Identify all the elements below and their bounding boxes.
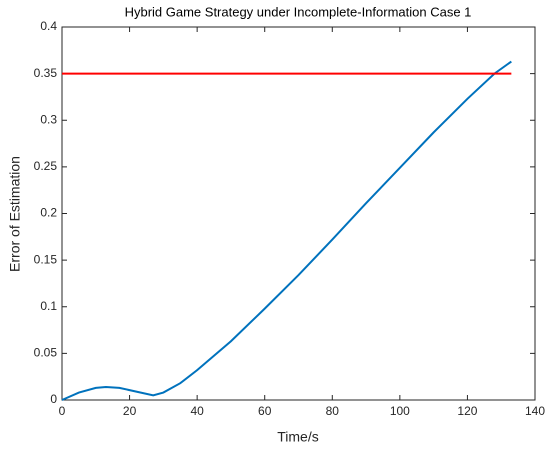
x-tick-label: 20 — [123, 404, 137, 418]
x-tick-label: 140 — [525, 404, 545, 418]
x-tick-label: 120 — [457, 404, 477, 418]
y-tick-label: 0.25 — [34, 159, 58, 173]
y-tick-label: 0.05 — [34, 346, 58, 360]
y-tick-label: 0.4 — [40, 19, 57, 33]
x-tick-label: 0 — [59, 404, 66, 418]
plot-area — [61, 26, 536, 401]
y-tick-label: 0.1 — [40, 299, 57, 313]
x-axis-label: Time/s — [277, 429, 318, 445]
x-tick-label: 60 — [258, 404, 272, 418]
y-tick-label: 0.35 — [34, 66, 58, 80]
chart-title: Hybrid Game Strategy under Incomplete-In… — [125, 4, 472, 19]
line-series — [61, 60, 512, 401]
y-axis-label: Error of Estimation — [7, 156, 23, 272]
x-tick-label: 40 — [190, 404, 204, 418]
y-tick-label: 0.15 — [34, 252, 58, 266]
y-tick-label: 0.3 — [40, 112, 57, 126]
y-tick-label: 0 — [50, 392, 57, 406]
x-tick-label: 100 — [390, 404, 410, 418]
y-tick-label: 0.2 — [40, 206, 57, 220]
x-tick-label: 80 — [326, 404, 340, 418]
